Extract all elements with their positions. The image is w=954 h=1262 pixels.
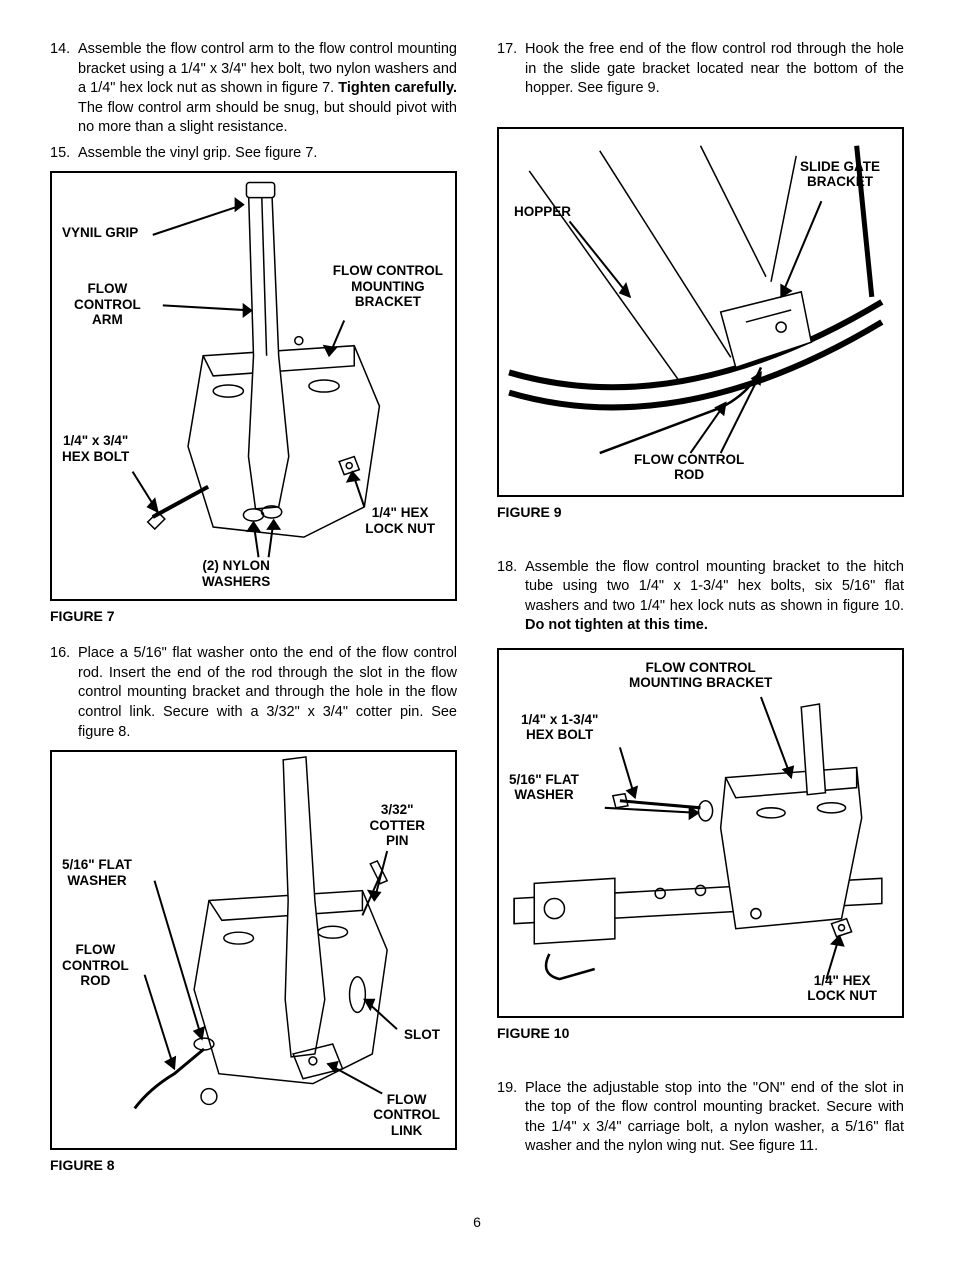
left-column: 14. Assemble the flow control arm to the… [50, 40, 457, 1193]
figure-7-drawing [52, 173, 455, 599]
step-18: 18. Assemble the flow control mounting b… [497, 558, 904, 636]
step-15: 15. Assemble the vinyl grip. See figure … [50, 144, 457, 164]
page-columns: 14. Assemble the flow control arm to the… [50, 40, 904, 1193]
step-number: 17. [497, 40, 525, 99]
page-number: 6 [50, 1213, 904, 1232]
figure-9-drawing [499, 129, 902, 495]
step-number: 18. [497, 558, 525, 636]
step-16: 16. Place a 5/16" flat washer onto the e… [50, 644, 457, 742]
right-column: 17. Hook the free end of the flow contro… [497, 40, 904, 1193]
figure-10-drawing [499, 650, 902, 1016]
figure-7-caption: FIGURE 7 [50, 607, 457, 626]
figure-10-caption: FIGURE 10 [497, 1024, 904, 1043]
step-number: 14. [50, 40, 78, 138]
step-text: Assemble the flow control arm to the flo… [78, 40, 457, 138]
figure-10-box: FLOW CONTROL MOUNTING BRACKET 1/4" x 1-3… [497, 648, 904, 1018]
step-number: 15. [50, 144, 78, 164]
step-text: Place the adjustable stop into the "ON" … [525, 1079, 904, 1157]
step-text: Assemble the flow control mounting brack… [525, 558, 904, 636]
figure-8-box: 3/32" COTTER PIN 5/16" FLAT WASHER FLOW … [50, 750, 457, 1150]
step-14: 14. Assemble the flow control arm to the… [50, 40, 457, 138]
figure-8-drawing [52, 752, 455, 1148]
figure-8-caption: FIGURE 8 [50, 1156, 457, 1175]
step-text: Hook the free end of the flow control ro… [525, 40, 904, 99]
figure-9-caption: FIGURE 9 [497, 503, 904, 522]
figure-9-box: SLIDE GATE BRACKET HOPPER FLOW CONTROL R… [497, 127, 904, 497]
step-19: 19. Place the adjustable stop into the "… [497, 1079, 904, 1157]
step-number: 16. [50, 644, 78, 742]
step-17: 17. Hook the free end of the flow contro… [497, 40, 904, 99]
step-text: Place a 5/16" flat washer onto the end o… [78, 644, 457, 742]
figure-7-box: VYNIL GRIP FLOW CONTROL ARM FLOW CONTROL… [50, 171, 457, 601]
step-text: Assemble the vinyl grip. See figure 7. [78, 144, 457, 164]
step-number: 19. [497, 1079, 525, 1157]
